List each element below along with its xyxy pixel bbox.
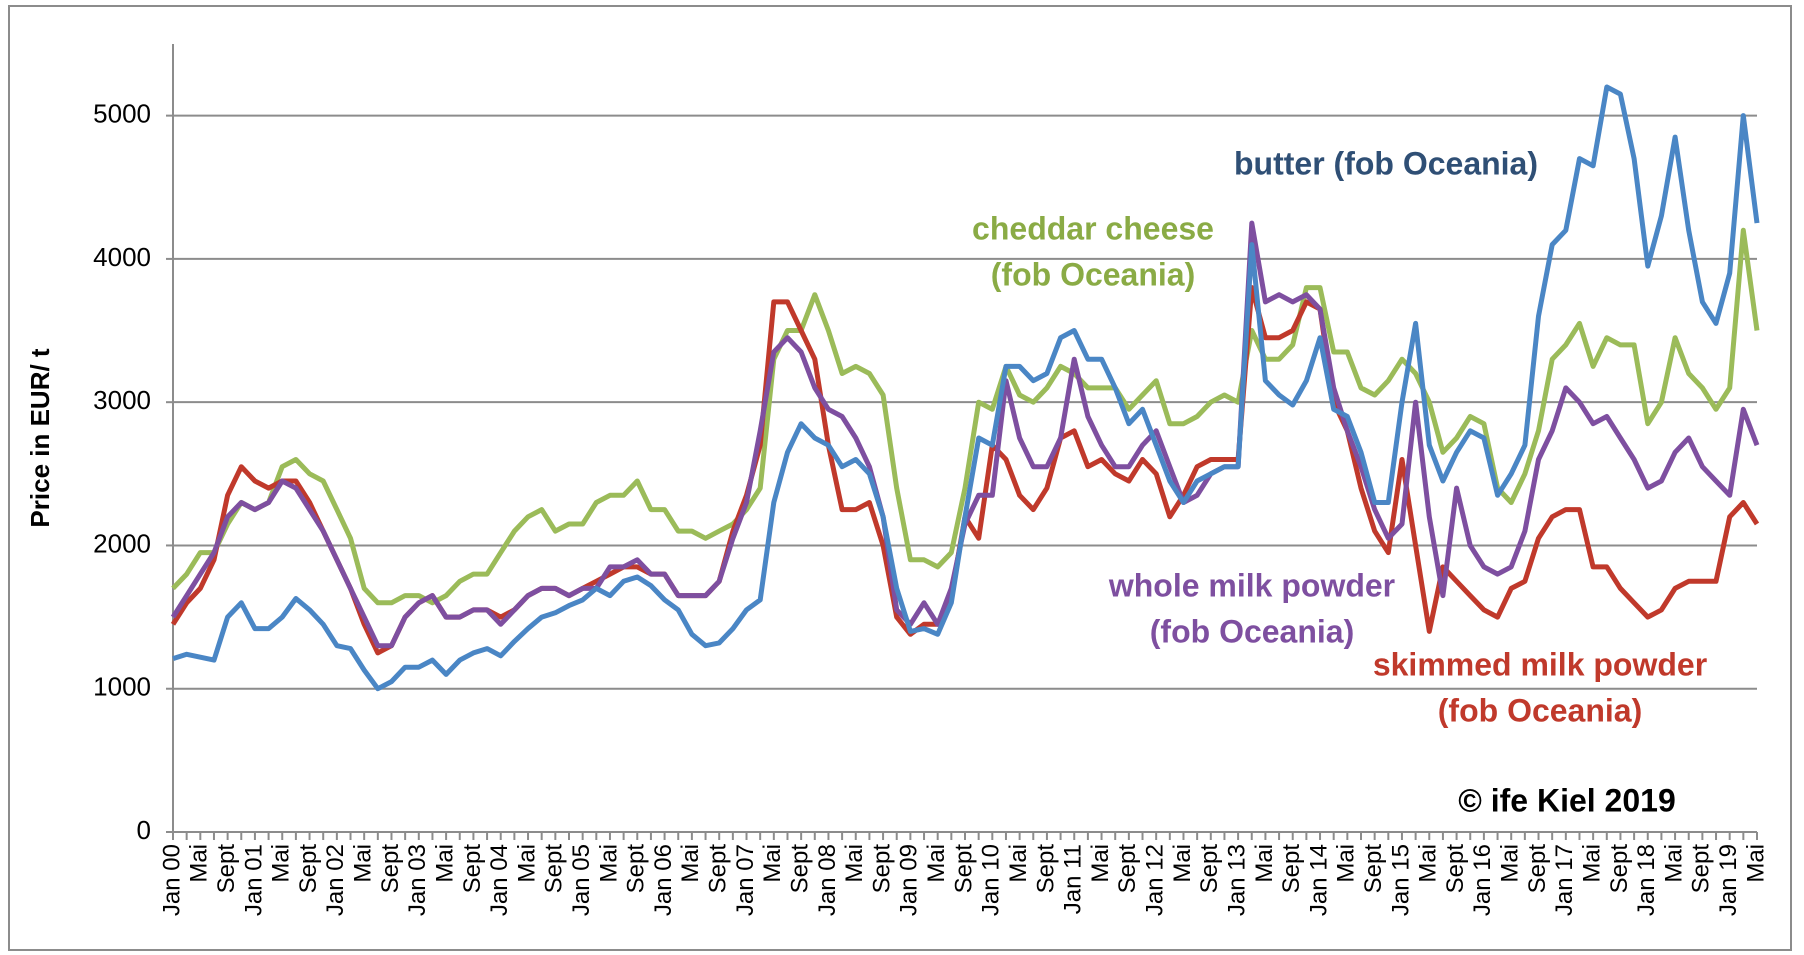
series-line bbox=[170, 285, 1760, 656]
x-tick-label: Jan 12 bbox=[1142, 844, 1169, 916]
annotation: skimmed milk powder bbox=[1373, 646, 1707, 682]
x-tick-label: Jan 18 bbox=[1633, 844, 1660, 916]
x-tick-label: Mai bbox=[1660, 844, 1687, 883]
x-tick-label: Mai bbox=[1497, 844, 1524, 883]
annotation: © ife Kiel 2019 bbox=[1458, 782, 1675, 818]
x-tick-label: Jan 08 bbox=[814, 844, 841, 916]
x-tick-label: Sept bbox=[377, 844, 404, 894]
x-tick-label: Jan 11 bbox=[1060, 844, 1087, 914]
x-tick-label: Jan 16 bbox=[1469, 844, 1496, 916]
x-tick-label: Mai bbox=[1087, 844, 1114, 883]
annotation: cheddar cheese bbox=[972, 210, 1214, 246]
x-tick-label: Sept bbox=[1196, 844, 1223, 894]
x-tick-label: Jan 05 bbox=[568, 844, 595, 916]
x-tick-label: Jan 04 bbox=[486, 844, 513, 916]
x-tick-label: Sept bbox=[1606, 844, 1633, 894]
x-tick-label: Jan 13 bbox=[1223, 844, 1250, 916]
x-tick-label: Jan 17 bbox=[1551, 844, 1578, 916]
chart-frame bbox=[8, 5, 1792, 951]
x-tick-label: Mai bbox=[1742, 844, 1769, 883]
series-line bbox=[172, 84, 1760, 692]
x-tick-label: Sept bbox=[1114, 844, 1141, 894]
x-tick-label: Sept bbox=[705, 844, 732, 894]
annotation: butter (fob Oceania) bbox=[1234, 145, 1538, 181]
x-tick-label: Mai bbox=[268, 844, 295, 883]
annotation: (fob Oceania) bbox=[1438, 692, 1642, 728]
y-tick-label: 1000 bbox=[93, 672, 151, 702]
x-tick-label: Jan 06 bbox=[650, 844, 677, 916]
x-tick-label: Jan 02 bbox=[322, 844, 349, 916]
x-tick-label: Mai bbox=[350, 844, 377, 883]
x-tick-label: Mai bbox=[759, 844, 786, 883]
annotation: (fob Oceania) bbox=[991, 256, 1195, 292]
x-tick-label: Mai bbox=[923, 844, 950, 883]
x-tick-label: Mai bbox=[1415, 844, 1442, 883]
x-tick-label: Sept bbox=[295, 844, 322, 894]
x-tick-label: Mai bbox=[1333, 844, 1360, 883]
y-tick-label: 3000 bbox=[93, 385, 151, 415]
x-tick-label: Mai bbox=[1169, 844, 1196, 883]
x-tick-label: Sept bbox=[950, 844, 977, 894]
x-tick-label: Sept bbox=[1278, 844, 1305, 894]
x-tick-label: Sept bbox=[541, 844, 568, 894]
x-tick-label: Sept bbox=[786, 844, 813, 894]
y-tick-label: 5000 bbox=[93, 99, 151, 129]
x-tick-label: Jan 01 bbox=[240, 844, 267, 916]
y-tick-label: 4000 bbox=[93, 242, 151, 272]
x-tick-label: Sept bbox=[1360, 844, 1387, 894]
x-tick-label: Sept bbox=[459, 844, 486, 894]
x-tick-label: Sept bbox=[1442, 844, 1469, 894]
annotation: whole milk powder bbox=[1108, 567, 1395, 603]
annotation: (fob Oceania) bbox=[1150, 613, 1354, 649]
x-tick-label: Sept bbox=[213, 844, 240, 894]
x-tick-label: Jan 07 bbox=[732, 844, 759, 916]
x-tick-label: Sept bbox=[868, 844, 895, 894]
x-tick-label: Sept bbox=[1032, 844, 1059, 894]
x-tick-label: Mai bbox=[513, 844, 540, 883]
x-tick-label: Mai bbox=[841, 844, 868, 883]
y-tick-label: 0 bbox=[137, 815, 151, 845]
x-tick-label: Jan 14 bbox=[1305, 844, 1332, 916]
x-tick-label: Sept bbox=[1688, 844, 1715, 894]
x-tick-label: Jan 15 bbox=[1387, 844, 1414, 916]
x-tick-label: Mai bbox=[677, 844, 704, 883]
x-tick-label: Mai bbox=[1005, 844, 1032, 883]
x-tick-label: Jan 19 bbox=[1715, 844, 1742, 916]
y-tick-label: 2000 bbox=[93, 528, 151, 558]
x-tick-label: Sept bbox=[623, 844, 650, 894]
x-tick-label: Jan 09 bbox=[896, 844, 923, 916]
x-tick-label: Jan 03 bbox=[404, 844, 431, 916]
x-tick-label: Jan 10 bbox=[978, 844, 1005, 916]
x-tick-label: Mai bbox=[1251, 844, 1278, 883]
y-axis-label: Price in EUR/ t bbox=[25, 348, 55, 527]
x-tick-label: Sept bbox=[1524, 844, 1551, 894]
x-tick-label: Mai bbox=[431, 844, 458, 883]
x-tick-label: Jan 00 bbox=[158, 844, 185, 916]
x-tick-label: Mai bbox=[1578, 844, 1605, 883]
x-tick-label: Mai bbox=[186, 844, 213, 883]
x-tick-label: Mai bbox=[595, 844, 622, 883]
